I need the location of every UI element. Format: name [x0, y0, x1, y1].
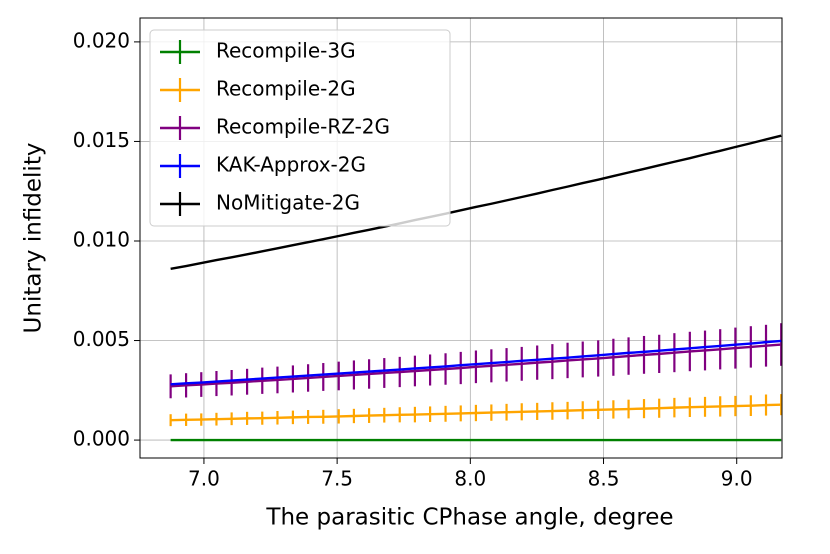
- x-tick-label: 9.0: [721, 467, 753, 491]
- x-tick-label: 7.5: [321, 467, 353, 491]
- legend-label: NoMitigate-2G: [216, 191, 360, 215]
- y-tick-label: 0.020: [73, 28, 130, 52]
- series-line: [170, 134, 782, 271]
- series-line: [170, 403, 782, 422]
- legend-box: [149, 29, 451, 227]
- legend-label: KAK-Approx-2G: [216, 153, 366, 177]
- y-tick-label: 0.005: [73, 327, 130, 351]
- plot-frame: [139, 17, 783, 459]
- y-tick-label: 0.015: [73, 128, 130, 152]
- x-tick-label: 8.0: [454, 467, 486, 491]
- y-tick-label: 0.010: [73, 227, 130, 251]
- legend-label: Recompile-3G: [216, 39, 356, 63]
- y-tick-label: 0.000: [73, 427, 130, 451]
- legend-label: Recompile-RZ-2G: [216, 115, 390, 139]
- x-axis-label: The parasitic CPhase angle, degree: [265, 505, 673, 531]
- x-tick-label: 7.0: [188, 467, 220, 491]
- series-line: [170, 339, 782, 386]
- legend-label: Recompile-2G: [216, 77, 356, 101]
- y-axis-label: Unitary infidelity: [21, 143, 47, 334]
- x-tick-label: 8.5: [588, 467, 620, 491]
- series-line: [170, 343, 782, 388]
